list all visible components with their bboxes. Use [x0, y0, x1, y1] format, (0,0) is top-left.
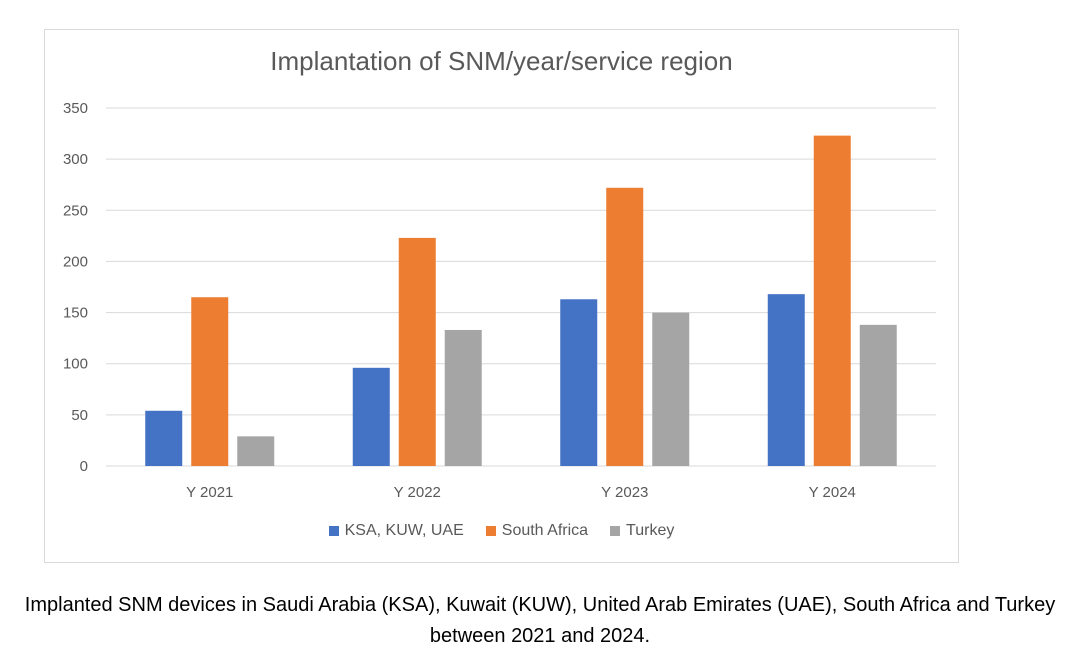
bar-y-2022-series-2 [444, 329, 482, 466]
x-tick-label-y-2023: Y 2023 [601, 484, 648, 501]
y-tick-label-50: 50 [71, 407, 88, 424]
legend-swatch-south-africa [485, 526, 496, 536]
y-tick-label-250: 250 [63, 202, 88, 219]
bar-y-2024-series-0 [767, 294, 805, 466]
chart-title: Implantation of SNM/year/service region [270, 46, 733, 76]
figure-caption: Implanted SNM devices in Saudi Arabia (K… [24, 594, 1056, 647]
y-axis-tick-labels: 0 50 100 150 200 250 300 350 [63, 100, 88, 475]
bar-y-2023-series-0 [560, 299, 598, 466]
x-tick-label-y-2021: Y 2021 [186, 484, 233, 501]
bars [145, 135, 897, 467]
bar-y-2021-series-2 [237, 436, 275, 466]
y-tick-label-200: 200 [63, 253, 88, 270]
legend-label-turkey: Turkey [626, 522, 675, 539]
legend-swatch-turkey [610, 526, 621, 536]
chart-frame [44, 29, 959, 563]
gridlines [106, 107, 936, 467]
bar-y-2024-series-2 [859, 324, 897, 466]
legend: KSA, KUW, UAE South Africa Turkey [44, 522, 959, 540]
bar-y-2023-series-2 [652, 312, 690, 466]
legend-swatch-ksa-kuw-uae [328, 526, 339, 536]
x-axis-tick-labels: Y 2021 Y 2022 Y 2023 Y 2024 [186, 484, 856, 501]
bar-y-2021-series-0 [145, 410, 183, 466]
bar-y-2021-series-1 [191, 297, 229, 466]
bar-y-2024-series-1 [813, 135, 851, 467]
bar-y-2022-series-1 [398, 237, 436, 466]
legend-label-ksa-kuw-uae: KSA, KUW, UAE [344, 522, 464, 539]
x-tick-label-y-2022: Y 2022 [394, 484, 441, 501]
x-tick-label-y-2024: Y 2024 [809, 484, 856, 501]
bar-y-2022-series-0 [352, 367, 390, 466]
legend-item-south-africa: South Africa [485, 522, 589, 540]
y-tick-label-300: 300 [63, 151, 88, 168]
legend-label-south-africa: South Africa [501, 522, 589, 539]
y-tick-label-0: 0 [80, 458, 88, 475]
bar-y-2023-series-1 [606, 187, 644, 467]
y-tick-label-350: 350 [63, 100, 88, 117]
y-tick-label-150: 150 [63, 305, 88, 322]
legend-item-ksa-kuw-uae: KSA, KUW, UAE [328, 522, 464, 540]
legend-item-turkey: Turkey [610, 522, 674, 540]
y-tick-label-100: 100 [63, 356, 88, 373]
